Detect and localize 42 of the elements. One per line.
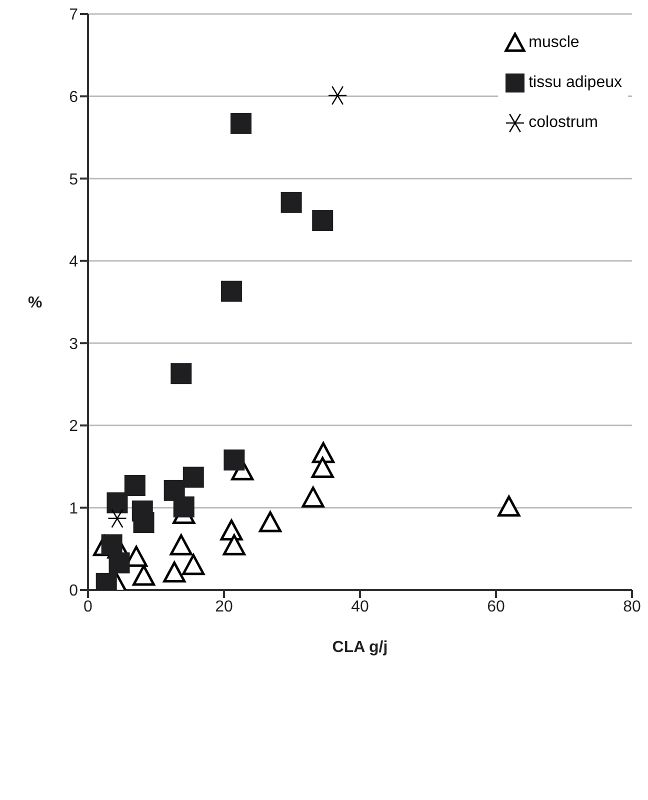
point xyxy=(230,112,252,134)
point xyxy=(133,512,154,534)
x-axis-title: CLA g/j xyxy=(332,639,388,656)
y-tick-label: 2 xyxy=(69,418,78,436)
y-tick-label: 6 xyxy=(69,88,78,106)
y-axis-title: % xyxy=(28,294,42,312)
x-tick-label: 40 xyxy=(351,598,369,616)
point xyxy=(302,486,324,508)
point xyxy=(173,496,194,518)
legend-label: tissu adipeux xyxy=(528,74,622,92)
point xyxy=(182,466,204,488)
point xyxy=(170,363,192,384)
point xyxy=(124,474,146,496)
point xyxy=(106,492,128,514)
point xyxy=(220,280,242,302)
y-tick-label: 3 xyxy=(69,336,78,353)
y-tick-label: 7 xyxy=(69,6,78,24)
point xyxy=(311,456,334,478)
point xyxy=(328,86,348,106)
point xyxy=(108,552,130,574)
y-tick-label: 1 xyxy=(69,500,78,518)
point xyxy=(222,534,246,556)
y-tick-label: 4 xyxy=(69,254,78,271)
legend-label: muscle xyxy=(528,34,580,52)
y-tick-label: 0 xyxy=(69,582,78,600)
point xyxy=(312,210,334,232)
point xyxy=(258,511,282,532)
point xyxy=(182,554,205,576)
legend-label: colostrum xyxy=(528,114,598,132)
point xyxy=(498,496,520,517)
x-tick-label: 80 xyxy=(623,598,641,616)
point xyxy=(163,561,186,582)
x-tick-label: 60 xyxy=(487,598,505,616)
point xyxy=(108,508,127,528)
point xyxy=(132,564,156,586)
point xyxy=(224,449,245,470)
x-tick-label: 0 xyxy=(84,598,93,616)
point xyxy=(101,534,122,556)
y-tick-label: 5 xyxy=(69,171,78,188)
x-tick-label: 20 xyxy=(215,598,233,616)
point xyxy=(170,534,192,556)
point xyxy=(280,192,302,213)
